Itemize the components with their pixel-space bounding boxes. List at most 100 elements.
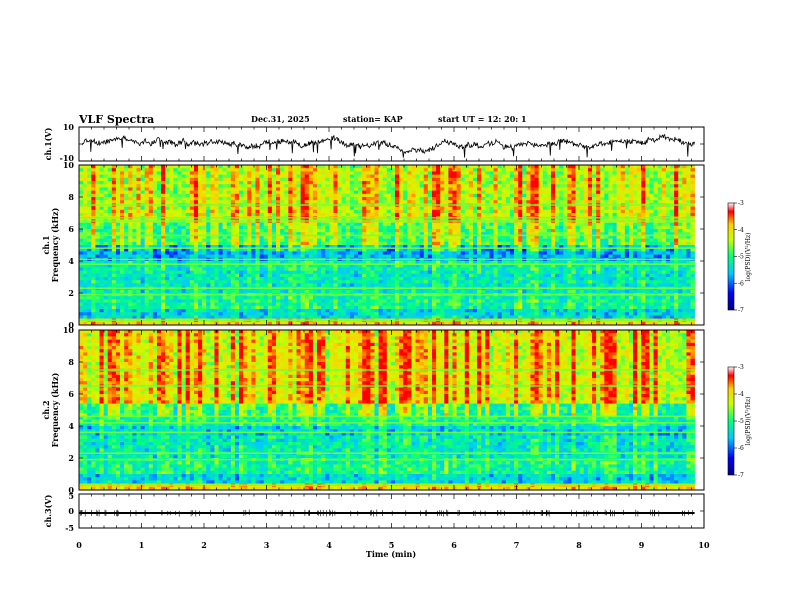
spectrogram-cell [571, 197, 576, 201]
spectrogram-cell [267, 184, 273, 188]
spectrogram-cell [341, 209, 347, 214]
spectrogram-cell [317, 206, 322, 211]
spectrogram-cell [140, 177, 145, 182]
spectrogram-cell [288, 174, 293, 179]
spectrogram-cell [267, 264, 273, 268]
spectrogram-cell [271, 177, 277, 182]
spectrogram-cell [181, 264, 186, 268]
spectrogram-cell [362, 261, 367, 265]
spectrogram-cell [288, 209, 293, 214]
spectrogram-cell [628, 184, 634, 188]
spectrogram-cell [444, 238, 449, 243]
spectrogram-cell [542, 181, 548, 185]
spectrogram-cell [612, 264, 617, 268]
spectrogram-cell [156, 225, 162, 230]
spectrogram-cell [563, 177, 568, 182]
spectrogram-cell [633, 251, 638, 255]
spectrogram-cell [136, 168, 141, 172]
spectrogram-cell [87, 209, 92, 214]
spectrogram-cell [670, 238, 675, 243]
spectrogram-cell [107, 181, 113, 185]
spectrogram-cell [415, 251, 420, 255]
spectrogram-cell [263, 181, 269, 185]
spectrogram-cell [325, 222, 330, 227]
spectrogram-cell [317, 184, 322, 188]
spectrogram-cell [686, 174, 691, 179]
spectrogram-cell [509, 193, 515, 198]
spectrogram-cell [637, 238, 642, 243]
spectrogram-cell [189, 229, 195, 233]
spectrogram-cell [542, 209, 548, 214]
spectrogram-cell [271, 232, 277, 236]
spectrogram-cell [288, 267, 293, 271]
spectrogram-cell [612, 254, 617, 259]
spectrogram-cell [645, 177, 650, 182]
spectrogram-cell [300, 254, 306, 259]
spectrogram-cell [284, 213, 289, 217]
spectrogram-cell [345, 235, 351, 239]
spectrogram-cell [407, 248, 412, 252]
spectrogram-cell [239, 168, 244, 172]
spectrogram-cell [276, 190, 281, 195]
spectrogram-cell [251, 241, 256, 246]
spectrogram-cell [382, 261, 388, 265]
spectrogram-cell [284, 264, 289, 268]
spectrogram-cell [600, 245, 605, 249]
spectrogram-cell [477, 238, 482, 243]
spectrogram-cell [312, 193, 318, 198]
spectrogram-cell [526, 200, 531, 204]
spectrogram-cell [128, 187, 133, 191]
spectrogram-cell [152, 225, 158, 230]
spectrogram-cell [633, 190, 638, 195]
spectrogram-cell [444, 197, 449, 201]
spectrogram-cell [206, 209, 211, 214]
spectrogram-cell [288, 193, 293, 198]
spectrogram-cell [670, 225, 675, 230]
spectrogram-cell [120, 190, 125, 195]
spectrogram-cell [222, 254, 228, 259]
spectrogram-cell [612, 190, 617, 195]
spectrogram-cell [337, 213, 342, 217]
spectrogram-cell [571, 213, 576, 217]
spectrogram-cell [436, 177, 441, 182]
spectrogram-cell [263, 251, 269, 255]
spectrogram-cell [690, 190, 695, 195]
spectrogram-cell [678, 197, 683, 201]
spectrogram-cell [665, 190, 671, 195]
spectrogram-cell [415, 235, 420, 239]
spectrogram-cell [271, 222, 277, 227]
spectrogram-cell [214, 200, 219, 204]
spectrogram-cell [333, 187, 338, 191]
spectrogram-cell [317, 213, 322, 217]
spectrogram-cell [280, 187, 285, 191]
spectrogram-cell [620, 209, 626, 214]
spectrogram-cell [349, 200, 355, 204]
spectrogram-cell [156, 209, 162, 214]
spectrogram-cell [181, 193, 186, 198]
spectrogram-cell [567, 177, 572, 182]
spectrogram-cell [288, 168, 293, 172]
spectrogram-cell [468, 261, 474, 265]
spectrogram-cell [386, 187, 392, 191]
spectrogram-cell [497, 197, 503, 201]
spectrogram-cell [132, 248, 137, 252]
spectrogram-cell [185, 264, 191, 268]
spectrogram-cell [612, 193, 617, 198]
spectrogram-cell [678, 187, 683, 191]
spectrogram-cell [214, 184, 219, 188]
spectrogram-cell [169, 248, 174, 252]
spectrogram-cell [395, 261, 400, 265]
spectrogram-cell [481, 177, 486, 182]
spectrogram-cell [296, 190, 301, 195]
spectrogram-cell [288, 264, 293, 268]
ch1-waveform-ylabel: ch.1(V) [43, 127, 53, 160]
spectrogram-cell [255, 165, 260, 169]
spectrogram-cell [292, 171, 297, 175]
spectrogram-cell [456, 168, 461, 172]
spectrogram-cell [419, 184, 425, 188]
spectrogram-cell [148, 264, 154, 268]
spectrogram-cell [111, 213, 117, 217]
spectrogram-cell [583, 248, 589, 252]
spectrogram-cell [690, 181, 695, 185]
spectrogram-cell [288, 171, 293, 175]
